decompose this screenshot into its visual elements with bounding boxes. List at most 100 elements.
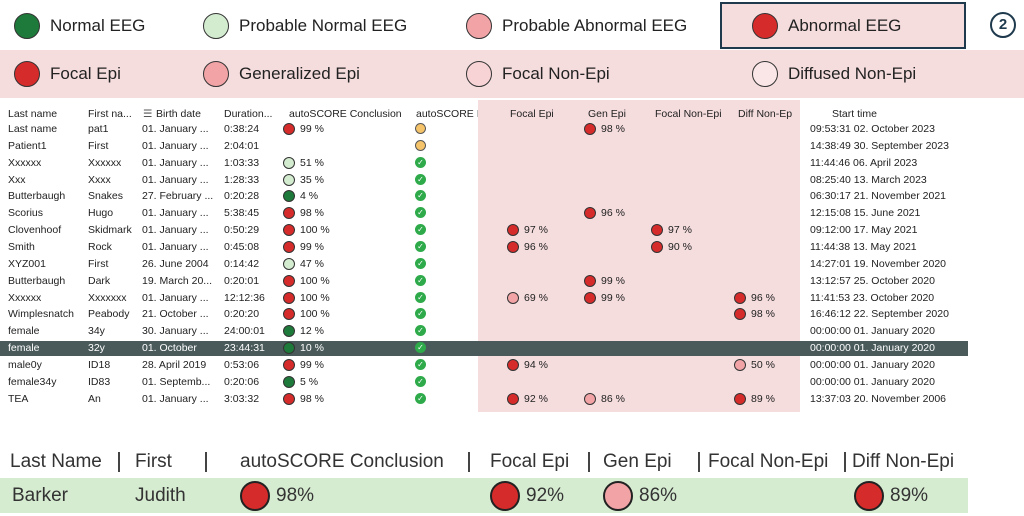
summary-header: First: [135, 451, 172, 472]
score-dot: [507, 392, 519, 405]
cell-first: Xxxxxx: [88, 156, 122, 169]
column-header: Gen Epi: [588, 108, 626, 120]
cell-birth: 01. January ...: [142, 139, 209, 152]
score-text: 99 %: [300, 358, 324, 371]
info-check: ✓: [415, 156, 426, 168]
score-dot: [507, 224, 519, 237]
cell-first: Xxxxxxx: [88, 291, 127, 304]
cell-last: Last name: [8, 123, 58, 135]
info-check: ✓: [415, 358, 426, 370]
cell-birth: 01. January ...: [142, 392, 209, 405]
info-check: ✓: [415, 291, 426, 303]
legend-dot: [203, 61, 229, 87]
separator: [118, 452, 120, 472]
score-dot: [283, 123, 295, 135]
cell-duration: 0:14:42: [224, 257, 260, 270]
cell-first: Skidmark: [88, 224, 132, 237]
column-header: Focal Epi: [510, 108, 554, 120]
score-dot: [283, 173, 295, 186]
cell-first: 34y: [88, 325, 105, 338]
score-text: 5 %: [300, 375, 319, 388]
cell-first: pat1: [88, 123, 109, 135]
summary-score: 86%: [639, 485, 678, 506]
sort-icon: ☰: [143, 108, 153, 120]
cell-first: First: [88, 257, 109, 270]
info-check: ✓: [415, 173, 426, 185]
score-dot: [283, 207, 295, 220]
score-text: 100 %: [300, 274, 330, 287]
legend-label: Focal Non-Epi: [502, 64, 610, 83]
score-text: 98 %: [300, 392, 324, 405]
cell-duration: 0:38:24: [224, 123, 260, 135]
score-dot: [507, 291, 519, 304]
cell-birth: 01. January ...: [142, 173, 209, 186]
cell-last: female34y: [8, 375, 57, 388]
score-text: 99 %: [601, 291, 625, 304]
cell-start: 00:00:00 01. January 2020: [810, 342, 935, 355]
score-text: 86 %: [601, 392, 625, 405]
info-warning: [415, 139, 426, 151]
cell-birth: 30. January ...: [142, 325, 209, 338]
score-dot: [507, 358, 519, 371]
score-dot: [283, 358, 295, 371]
summary-header: Diff Non-Epi: [852, 451, 955, 472]
score-dot: [734, 291, 746, 304]
cell-start: 00:00:00 01. January 2020: [810, 325, 935, 338]
separator: [844, 452, 846, 472]
score-dot: [283, 240, 295, 253]
score-dot: [734, 392, 746, 405]
cell-last: female: [8, 325, 40, 338]
column-header: Start time: [832, 108, 877, 120]
cell-last: Xxx: [8, 173, 26, 186]
cell-first: Dark: [88, 274, 111, 287]
cell-last: Clovenhoof: [8, 224, 62, 237]
score-text: 10 %: [300, 342, 324, 355]
legend-dot: [752, 13, 778, 39]
score-text: 47 %: [300, 257, 324, 270]
score-dot: [507, 240, 519, 253]
score-dot: [283, 224, 295, 237]
cell-birth: 01. January ...: [142, 291, 209, 304]
cell-duration: 0:20:28: [224, 190, 260, 203]
legend-dot: [14, 61, 40, 87]
column-header: Duration...: [224, 108, 273, 120]
cell-duration: 0:50:29: [224, 224, 260, 237]
info-check: ✓: [415, 224, 426, 236]
cell-start: 11:41:53 23. October 2020: [810, 291, 935, 304]
score-dot: [283, 325, 295, 338]
cell-last: Patient1: [8, 139, 47, 152]
cell-last: Xxxxxx: [8, 156, 42, 169]
summary-header: autoSCORE Conclusion: [240, 451, 444, 472]
score-text: 90 %: [668, 240, 692, 253]
cell-start: 16:46:12 22. September 2020: [810, 308, 949, 321]
score-text: 4 %: [300, 190, 319, 203]
cell-first: Peabody: [88, 308, 130, 321]
summary-header: Gen Epi: [603, 451, 672, 472]
score-dot: [584, 123, 596, 135]
info-check: ✓: [415, 375, 426, 387]
cell-first: An: [88, 392, 101, 405]
cell-start: 13:12:57 25. October 2020: [810, 274, 935, 287]
cell-last: XYZ001: [8, 257, 46, 270]
cell-start: 12:15:08 15. June 2021: [810, 207, 921, 220]
cell-birth: 01. January ...: [142, 224, 209, 237]
legend-dot: [203, 13, 229, 39]
score-text: 51 %: [300, 156, 324, 169]
cell-first: First: [88, 139, 109, 152]
score-dot: [584, 392, 596, 405]
cell-duration: 1:28:33: [224, 173, 260, 186]
score-text: 99 %: [300, 123, 324, 135]
cell-birth: 26. June 2004: [142, 257, 209, 270]
column-header: Birth date: [156, 108, 201, 120]
info-check: ✓: [415, 207, 426, 219]
score-dot: [283, 392, 295, 405]
legend-dot: [466, 13, 492, 39]
legend-dot: [14, 13, 40, 39]
cell-duration: 24:00:01: [224, 325, 265, 338]
cell-start: 14:38:49 30. September 2023: [810, 139, 949, 152]
cell-birth: 01. January ...: [142, 123, 209, 135]
cell-duration: 0:45:08: [224, 240, 260, 253]
cell-start: 06:30:17 21. November 2021: [810, 190, 947, 203]
cell-birth: 01. Septemb...: [142, 375, 211, 388]
